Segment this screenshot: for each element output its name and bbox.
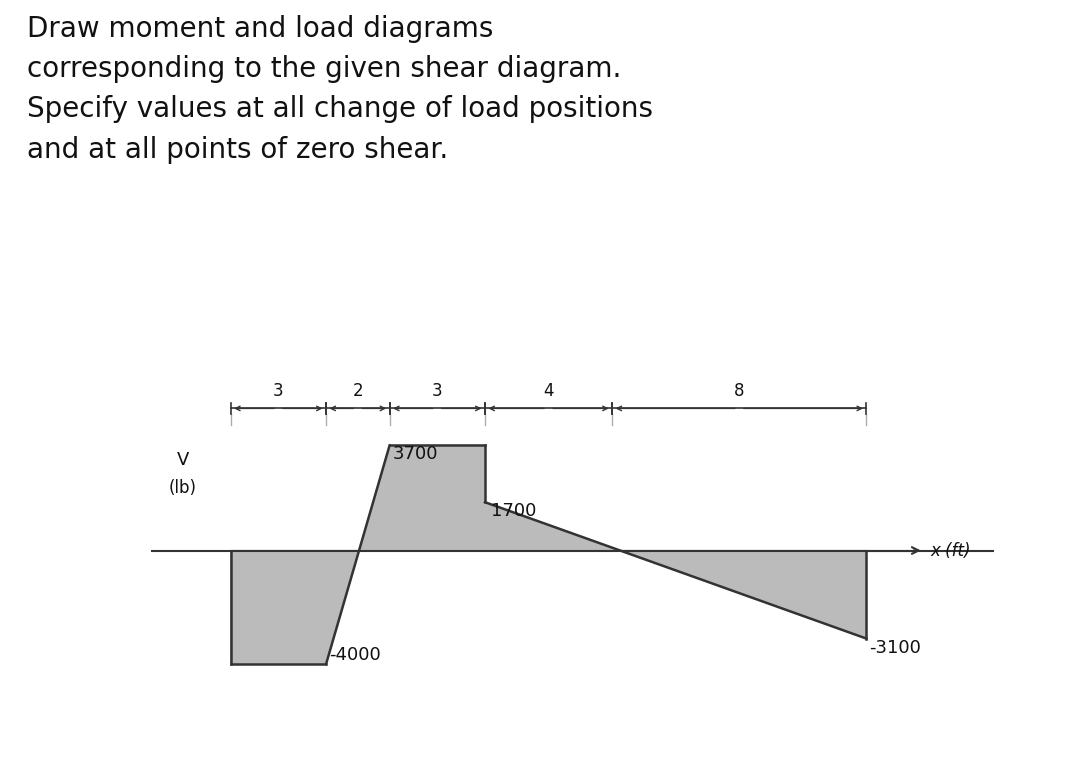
Text: 3: 3	[432, 382, 443, 401]
Text: 4: 4	[543, 382, 554, 401]
Text: 8: 8	[734, 382, 744, 401]
Text: x (ft): x (ft)	[930, 542, 971, 559]
Text: Draw moment and load diagrams
corresponding to the given shear diagram.
Specify : Draw moment and load diagrams correspond…	[27, 15, 653, 163]
Text: -4000: -4000	[329, 646, 381, 664]
Text: (lb): (lb)	[168, 479, 197, 497]
Text: 3: 3	[273, 382, 284, 401]
Text: 3700: 3700	[393, 445, 438, 464]
Text: V: V	[177, 451, 189, 469]
Text: 2: 2	[352, 382, 363, 401]
Polygon shape	[231, 445, 866, 664]
Text: 1700: 1700	[491, 502, 537, 520]
Text: -3100: -3100	[869, 638, 921, 657]
